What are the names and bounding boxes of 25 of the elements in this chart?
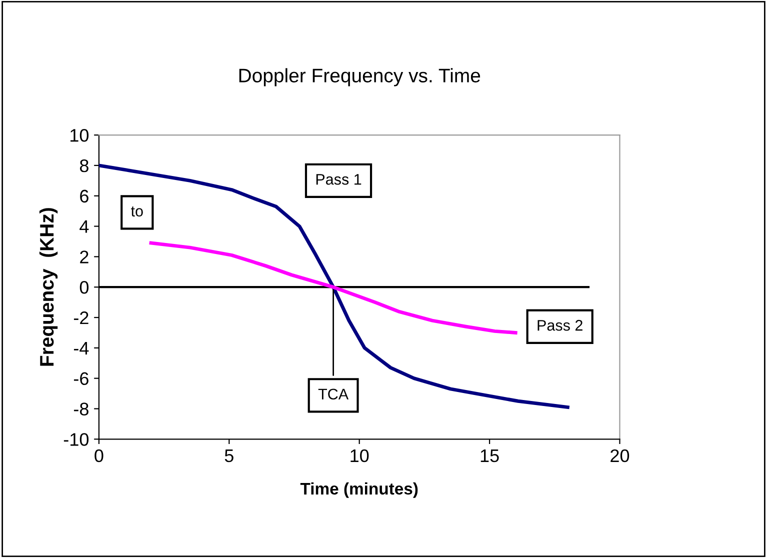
- annotation: TCA: [318, 388, 349, 400]
- y-tick-label: -6: [74, 372, 88, 386]
- y-tick-label: 8: [80, 159, 88, 172]
- x-tick-label: 10: [350, 449, 369, 462]
- chart-title: Doppler Frequency vs. Time: [239, 68, 480, 86]
- line-series: [149, 241, 518, 334]
- x-axis-title: Time (minutes): [300, 482, 418, 498]
- y-tick-label: 2: [80, 250, 88, 264]
- x-tick-label: 5: [224, 450, 234, 462]
- y-tick-label: 0: [80, 281, 89, 294]
- x-tick-label: 0: [94, 449, 104, 462]
- y-tick-label: 10: [70, 128, 89, 142]
- y-tick-label: -4: [74, 342, 89, 354]
- y-tick-label: 4: [80, 220, 89, 233]
- annotation: to: [130, 206, 143, 217]
- text: Pass 1: [316, 174, 362, 185]
- y-tick-label: -10: [64, 433, 89, 446]
- line-series: [98, 164, 570, 409]
- y-tick-label: 6: [80, 190, 88, 203]
- y-axis-title: Frequency (KHz): [39, 208, 58, 366]
- y-tick-label: -2: [74, 311, 88, 324]
- x-tick-label: 20: [610, 449, 630, 462]
- y-tick-label: -8: [74, 402, 88, 416]
- series-label: Pass 2: [538, 320, 582, 331]
- x-tick-label: 15: [480, 450, 499, 462]
